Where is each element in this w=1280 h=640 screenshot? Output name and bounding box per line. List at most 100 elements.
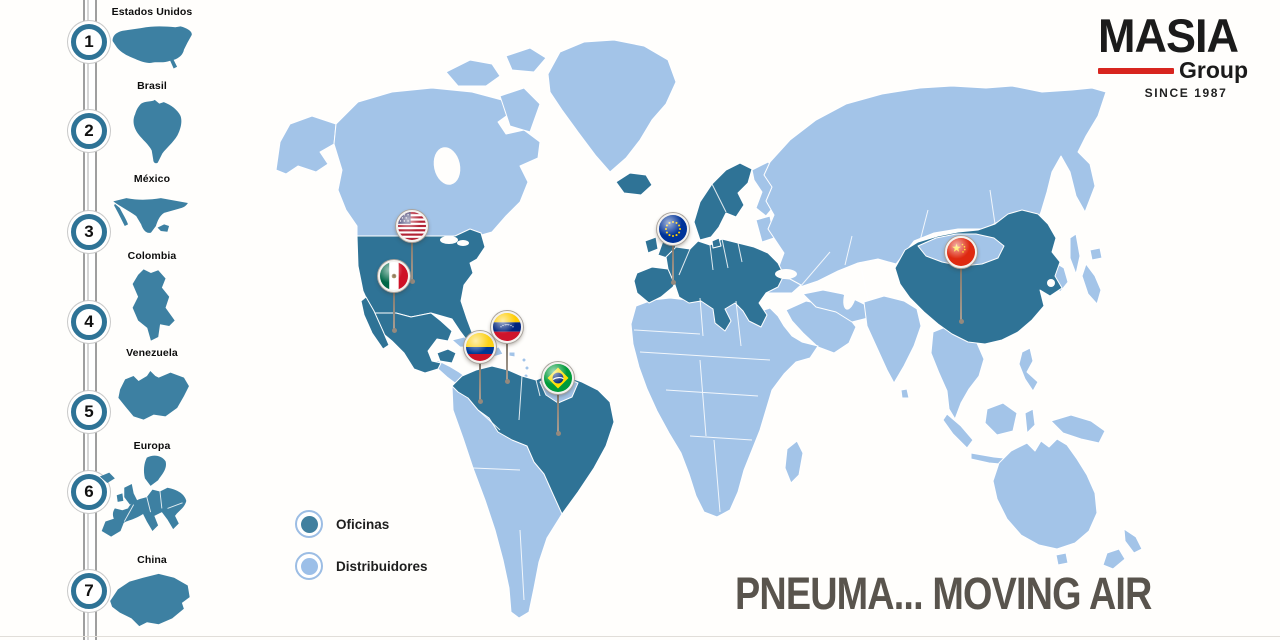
map-region-antilles — [521, 357, 527, 363]
pin-stick — [960, 268, 962, 320]
pin-stick — [672, 245, 674, 281]
pin-stick-end — [477, 399, 483, 404]
map-region-colombia-venezuela-brazil — [451, 365, 615, 515]
timeline-number-4: 4 — [71, 304, 107, 340]
masia-group-logo: MASIA Group SINCE 1987 — [1098, 12, 1248, 100]
pin-colombia — [464, 331, 496, 404]
timeline-number-label: 6 — [84, 482, 94, 501]
map-region-tasmania — [1055, 552, 1069, 566]
sidebar-label-colombia: Colombia — [127, 250, 177, 262]
legend: Oficinas Distribuidores — [295, 510, 428, 594]
map-region-baffin — [499, 87, 541, 133]
sidebar-label-venezuela: Venezuela — [126, 347, 178, 359]
eu-flag-icon — [657, 213, 689, 245]
map-region-australia — [992, 438, 1098, 550]
pin-stick — [557, 394, 559, 432]
timeline-number-7: 7 — [71, 573, 107, 609]
map-region-philippines — [1018, 347, 1039, 392]
pin-mexico — [378, 260, 410, 333]
timeline-number-label: 4 — [84, 312, 94, 331]
pin-stick-end — [670, 280, 676, 285]
bottom-divider — [0, 636, 1280, 637]
map-region-sulawesi — [1024, 408, 1036, 434]
map-region-scandinavia — [693, 162, 753, 241]
pin-venezuela — [491, 311, 523, 384]
colombia-silhouette-icon — [132, 269, 175, 341]
colombia-flag-icon — [464, 331, 496, 363]
hudson-bay — [433, 147, 461, 185]
map-region-borneo — [984, 402, 1018, 436]
timeline-number-3: 3 — [71, 214, 107, 250]
map-region-hokkaido — [1089, 247, 1103, 261]
map-region-alaska — [275, 115, 337, 175]
map-region-baja — [360, 296, 390, 350]
logo-name: MASIA — [1098, 8, 1239, 63]
pin-china — [945, 236, 977, 324]
mexico-silhouette-icon — [113, 198, 188, 233]
black-sea — [775, 269, 797, 279]
pin-stick-end — [958, 319, 964, 324]
map-region-new-zealand — [1102, 548, 1126, 570]
map-region-greenland — [547, 39, 677, 173]
timeline-number-label: 2 — [84, 121, 94, 140]
sidebar-label-estados-unidos: Estados Unidos — [111, 6, 193, 18]
china-silhouette-icon — [110, 573, 190, 627]
logo-since: SINCE 1987 — [1144, 86, 1228, 100]
sidebar-label-brasil: Brasil — [137, 80, 167, 92]
map-region-sri-lanka — [900, 388, 910, 399]
pin-usa — [396, 210, 428, 284]
map-region-sakhalin — [1069, 233, 1081, 275]
map-region-new-zealand — [1123, 528, 1143, 554]
map-region-ireland — [644, 236, 659, 254]
map-region-arctic-islands — [505, 47, 547, 73]
map-region-puerto-rico — [508, 351, 516, 358]
timeline-number-label: 1 — [84, 32, 94, 51]
map-region-europe-mainland — [665, 238, 785, 332]
map-region-iberia — [633, 266, 680, 304]
usa-silhouette-icon — [112, 26, 192, 69]
map-region-madagascar — [784, 440, 804, 484]
mexico-flag-icon — [378, 260, 410, 292]
logo-red-bar — [1098, 67, 1174, 74]
bohai-sea — [1047, 279, 1055, 287]
map-region-denmark — [711, 237, 722, 249]
map-region-new-guinea — [1050, 414, 1106, 444]
legend-label: Oficinas — [336, 516, 390, 532]
office-marker-icon — [295, 510, 323, 538]
map-region-iceland — [615, 172, 653, 196]
venezuela-silhouette-icon — [118, 370, 189, 420]
map-region-sumatra — [942, 413, 974, 449]
timeline-number-6: 6 — [71, 474, 107, 510]
logo-group-row: Group — [1098, 59, 1248, 82]
pin-stick — [506, 343, 508, 380]
pin-stick — [393, 292, 395, 329]
europa-silhouette-icon — [99, 455, 187, 537]
map-region-antilles — [524, 365, 530, 371]
map-region-yucatan — [436, 348, 457, 364]
pin-stick-end — [391, 328, 397, 333]
legend-label: Distribuidores — [336, 558, 428, 574]
usa-flag-icon — [396, 210, 428, 242]
pin-stick — [479, 363, 481, 400]
pin-europa — [657, 213, 689, 285]
map-region-mexico — [362, 292, 453, 374]
timeline-number-1: 1 — [71, 24, 107, 60]
timeline-number-2: 2 — [71, 113, 107, 149]
sidebar-label-china: China — [137, 554, 167, 566]
tagline: PNEUMA... MOVING AIR — [735, 568, 1152, 619]
sidebar-label-europa: Europa — [133, 440, 171, 452]
sidebar-label-mexico: México — [133, 173, 171, 185]
country-borders — [472, 183, 996, 601]
great-lakes — [440, 236, 458, 244]
timeline-number-5: 5 — [71, 394, 107, 430]
pin-stick-end — [555, 431, 561, 436]
great-lakes — [457, 240, 469, 246]
timeline-number-label: 7 — [84, 581, 94, 600]
legend-item-oficinas: Oficinas — [295, 510, 428, 538]
distributor-marker-icon — [295, 552, 323, 580]
pin-stick — [411, 242, 413, 280]
china-flag-icon — [945, 236, 977, 268]
timeline-number-label: 5 — [84, 402, 94, 421]
